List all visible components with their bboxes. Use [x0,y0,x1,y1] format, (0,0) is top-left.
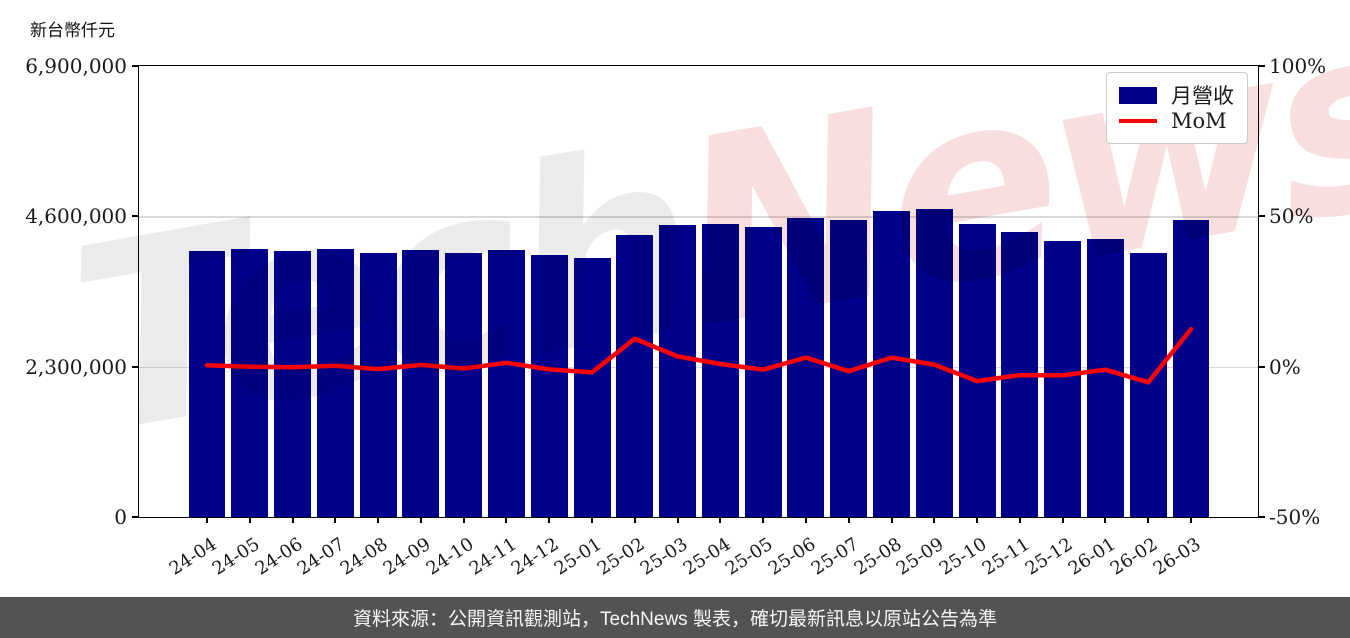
x-tickmark [1190,517,1192,523]
revenue-bar [274,250,312,517]
x-tickmark [719,517,722,523]
revenue-bar [487,250,525,517]
revenue-bar [1129,252,1167,517]
x-tickmark [291,517,294,523]
mom-line [204,326,1194,385]
revenue-bar [958,223,996,517]
revenue-bar [188,250,226,517]
y-left-tick-6900000: 6,900,000 [25,54,127,78]
y-left-tick-4600000: 4,600,000 [25,204,127,229]
x-tickmark [676,517,679,523]
x-tickmark [1147,517,1150,523]
y-left-tickmark [132,65,139,67]
revenue-bar [445,252,483,517]
x-tickmark [847,517,850,523]
x-tickmark [334,517,337,523]
x-tickmark [890,517,893,523]
legend: 月營收 MoM [1106,72,1248,144]
x-tickmark [548,517,551,523]
x-tickmark [933,517,936,523]
revenue-bar [616,234,654,517]
x-tick-label: 26-03 [1149,533,1205,580]
y-right-tick-100: 100% [1269,54,1327,78]
revenue-bar [573,258,611,517]
revenue-bar [359,252,397,517]
x-axis-ticks-and-labels: 24-04 24-05 24-06 24-07 24-08 24-09 24-10 24-11… [139,66,1258,580]
y-right-tick-0: 0% [1269,354,1301,379]
legend-mom-label: MoM [1171,109,1227,133]
revenue-bar [873,211,910,517]
x-tickmark [248,517,251,523]
x-tickmark [377,517,380,523]
revenue-bar [1044,240,1082,517]
y-right-tickmark [1258,516,1265,518]
plot-area: 6,900,000 4,600,000 2,300,000 0 100% 50%… [25,54,1326,580]
revenue-bar [1172,219,1210,517]
revenue-bar [402,250,440,517]
legend-revenue-label: 月營收 [1171,84,1234,108]
x-tickmark [206,517,208,523]
revenue-bar-swatch [1119,86,1157,104]
left-axis-unit-label: 新台幣仟元 [30,21,115,41]
x-tickmark [462,517,465,523]
mom-line-swatch [1119,119,1157,123]
y-left-tick-2300000: 2,300,000 [25,354,127,379]
x-tickmark [1104,517,1107,523]
y-right-tick-neg50: -50% [1269,505,1321,529]
y-left-tick-0: 0 [114,505,127,529]
x-tickmark [1061,517,1064,523]
revenue-bar [316,248,354,517]
revenue-bar [530,254,568,517]
x-tickmark [762,517,765,523]
x-tickmark [419,517,422,523]
x-tickmark [1018,517,1021,523]
y-left-tickmark [132,516,139,518]
y-left-tickmark [132,215,139,218]
x-tickmark [804,517,807,523]
x-tickmark [976,517,979,523]
gridline-0pct [139,366,1258,369]
y-right-tickmark [1258,365,1265,368]
y-right-tick-50: 50% [1269,204,1314,229]
y-right-tickmark [1258,65,1265,67]
source-footer-text: 資料來源：公開資訊觀測站，TechNews 製表，確切最新訊息以原站公告為準 [353,609,997,630]
x-tickmark [505,517,508,523]
revenue-bar [1086,238,1124,517]
revenue-bar [787,217,825,517]
revenue-bar [659,225,697,517]
y-right-tickmark [1258,215,1265,218]
revenue-bar [701,223,739,517]
legend-row-revenue: 月營收 [1119,82,1235,108]
x-tickmark [591,517,594,523]
revenue-bar [231,249,269,517]
y-left-tickmark [132,365,139,368]
x-tickmark [633,517,636,523]
legend-row-mom: MoM [1119,108,1235,134]
source-footer: 資料來源：公開資訊觀測站，TechNews 製表，確切最新訊息以原站公告為準 [0,597,1350,638]
gridline-50pct [139,216,1258,218]
